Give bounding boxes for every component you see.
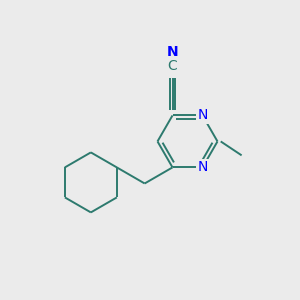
Text: N: N — [197, 108, 208, 122]
Text: N: N — [197, 160, 208, 174]
Text: C: C — [168, 58, 177, 73]
Text: N: N — [167, 45, 178, 59]
